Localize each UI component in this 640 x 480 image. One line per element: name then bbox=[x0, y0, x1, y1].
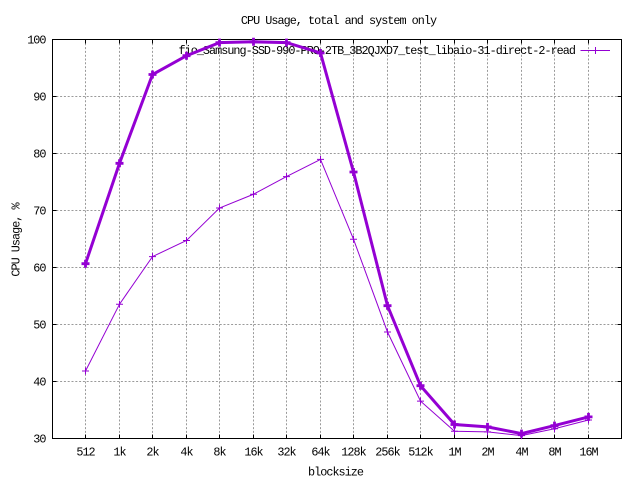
svg-text:32k: 32k bbox=[277, 446, 296, 460]
svg-text:30: 30 bbox=[33, 433, 46, 447]
svg-text:CPU Usage, %: CPU Usage, % bbox=[10, 202, 24, 277]
svg-text:1k: 1k bbox=[113, 446, 126, 460]
svg-text:4k: 4k bbox=[180, 446, 193, 460]
svg-text:2k: 2k bbox=[146, 446, 159, 460]
svg-text:1M: 1M bbox=[448, 446, 461, 460]
svg-text:64k: 64k bbox=[311, 446, 330, 460]
svg-text:100: 100 bbox=[27, 34, 46, 48]
svg-text:80: 80 bbox=[33, 148, 46, 162]
svg-text:70: 70 bbox=[33, 205, 46, 219]
svg-text:90: 90 bbox=[33, 91, 46, 105]
svg-text:fio_Samsung-SSD-990-PRO-2TB_3B: fio_Samsung-SSD-990-PRO-2TB_3B2QJXD7_tes… bbox=[179, 44, 576, 58]
svg-text:128k: 128k bbox=[341, 446, 366, 460]
svg-text:40: 40 bbox=[33, 376, 46, 390]
svg-text:16M: 16M bbox=[579, 446, 598, 460]
svg-text:8M: 8M bbox=[548, 446, 561, 460]
svg-text:512k: 512k bbox=[408, 446, 433, 460]
svg-text:256k: 256k bbox=[375, 446, 400, 460]
svg-text:blocksize: blocksize bbox=[308, 466, 364, 480]
svg-text:16k: 16k bbox=[244, 446, 263, 460]
svg-text:50: 50 bbox=[33, 319, 46, 333]
svg-text:8k: 8k bbox=[213, 446, 226, 460]
svg-text:CPU Usage, total and system on: CPU Usage, total and system only bbox=[241, 14, 437, 28]
svg-text:512: 512 bbox=[76, 446, 95, 460]
svg-text:4M: 4M bbox=[515, 446, 528, 460]
svg-text:60: 60 bbox=[33, 262, 46, 276]
svg-text:2M: 2M bbox=[481, 446, 494, 460]
